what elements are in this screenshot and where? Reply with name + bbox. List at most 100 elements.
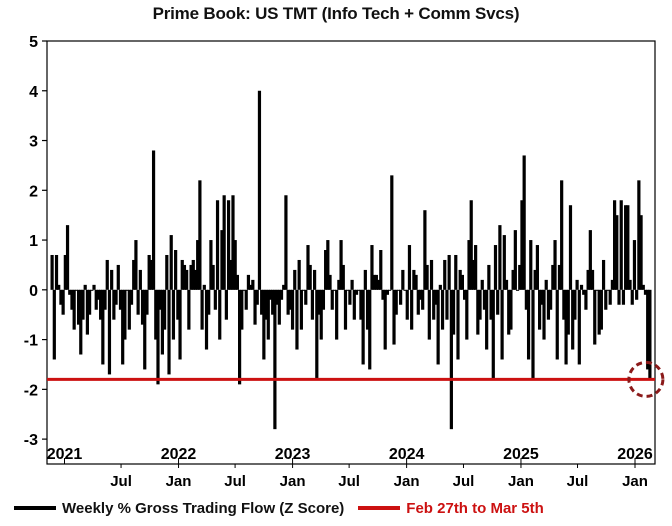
- bar: [182, 264, 187, 290]
- bar: [374, 274, 378, 290]
- bar: [229, 259, 233, 290]
- bar: [330, 289, 334, 310]
- bar: [257, 90, 262, 290]
- bar: [368, 289, 372, 370]
- bar: [511, 269, 515, 290]
- bar: [136, 289, 140, 315]
- bar-series: [50, 90, 652, 430]
- bar: [255, 289, 259, 305]
- bar: [81, 289, 85, 320]
- bar: [610, 279, 614, 290]
- bar: [429, 259, 434, 290]
- x-year-label: 2024: [389, 446, 425, 463]
- bar: [308, 264, 312, 290]
- bar: [169, 235, 173, 290]
- bar: [632, 240, 637, 290]
- bar: [601, 259, 606, 290]
- bar: [233, 240, 237, 290]
- bar: [178, 289, 182, 360]
- x-month-label: Jul: [224, 473, 246, 490]
- bar: [643, 289, 648, 295]
- bar: [496, 289, 500, 315]
- bar: [244, 289, 248, 310]
- bar: [125, 289, 129, 291]
- bar: [615, 215, 619, 290]
- bar: [365, 289, 370, 330]
- bar: [279, 289, 284, 300]
- bar: [376, 279, 381, 290]
- bar: [480, 279, 484, 290]
- bar: [315, 289, 319, 380]
- bar: [105, 259, 109, 290]
- axes: [42, 40, 656, 468]
- bar: [343, 289, 348, 330]
- bar: [290, 289, 295, 330]
- bar: [61, 289, 65, 315]
- bar: [498, 225, 502, 290]
- bar: [399, 289, 403, 305]
- bar: [405, 289, 409, 320]
- bar: [143, 289, 147, 370]
- bar: [518, 264, 522, 290]
- bar: [59, 289, 63, 305]
- bar: [427, 289, 431, 340]
- bar: [198, 180, 202, 290]
- bar: [440, 289, 445, 330]
- bar: [478, 289, 482, 320]
- bar: [282, 284, 286, 290]
- x-year-label: 2022: [161, 446, 197, 463]
- bar: [76, 289, 81, 325]
- bar: [573, 289, 577, 320]
- bar: [286, 289, 290, 315]
- bar: [553, 240, 557, 290]
- bar: [467, 240, 471, 290]
- bar: [540, 289, 544, 305]
- bar: [489, 289, 493, 320]
- bar: [579, 284, 584, 290]
- highlight-circle: [627, 360, 665, 398]
- legend-item-flow: Weekly % Gross Trading Flow (Z Score): [14, 500, 344, 517]
- bar: [383, 289, 387, 350]
- bar: [138, 269, 142, 290]
- bar: [242, 289, 246, 291]
- bar: [538, 289, 542, 330]
- bar: [458, 269, 462, 290]
- bar: [240, 289, 244, 330]
- x-month-label: Jan: [622, 473, 648, 490]
- bar: [156, 289, 160, 385]
- bar: [63, 254, 67, 290]
- bar: [562, 289, 566, 320]
- bar: [134, 240, 138, 290]
- bar: [193, 269, 198, 290]
- legend-item-week: Feb 27th to Mar 5th: [358, 500, 544, 517]
- bar: [277, 289, 281, 325]
- bar: [635, 289, 639, 300]
- bar: [507, 289, 511, 335]
- bar: [608, 289, 612, 305]
- bar: [339, 240, 343, 290]
- bar: [304, 289, 308, 305]
- bar: [432, 289, 436, 320]
- bar: [542, 289, 546, 340]
- bar: [103, 289, 107, 310]
- bar: [92, 284, 96, 290]
- bar: [456, 289, 460, 360]
- bar: [226, 200, 231, 290]
- bar: [513, 230, 517, 290]
- bar: [509, 289, 513, 330]
- bar: [584, 289, 588, 310]
- bar: [533, 269, 537, 290]
- bar: [171, 289, 176, 340]
- bar: [493, 245, 498, 290]
- bar: [123, 289, 127, 340]
- bar: [474, 245, 478, 290]
- bar: [410, 289, 414, 330]
- legend: Weekly % Gross Trading Flow (Z Score) Fe…: [14, 496, 558, 520]
- bar: [297, 259, 301, 290]
- bar: [301, 289, 306, 291]
- bar: [328, 274, 332, 290]
- bar: [418, 289, 423, 300]
- bar: [72, 289, 76, 330]
- bar: [222, 195, 226, 290]
